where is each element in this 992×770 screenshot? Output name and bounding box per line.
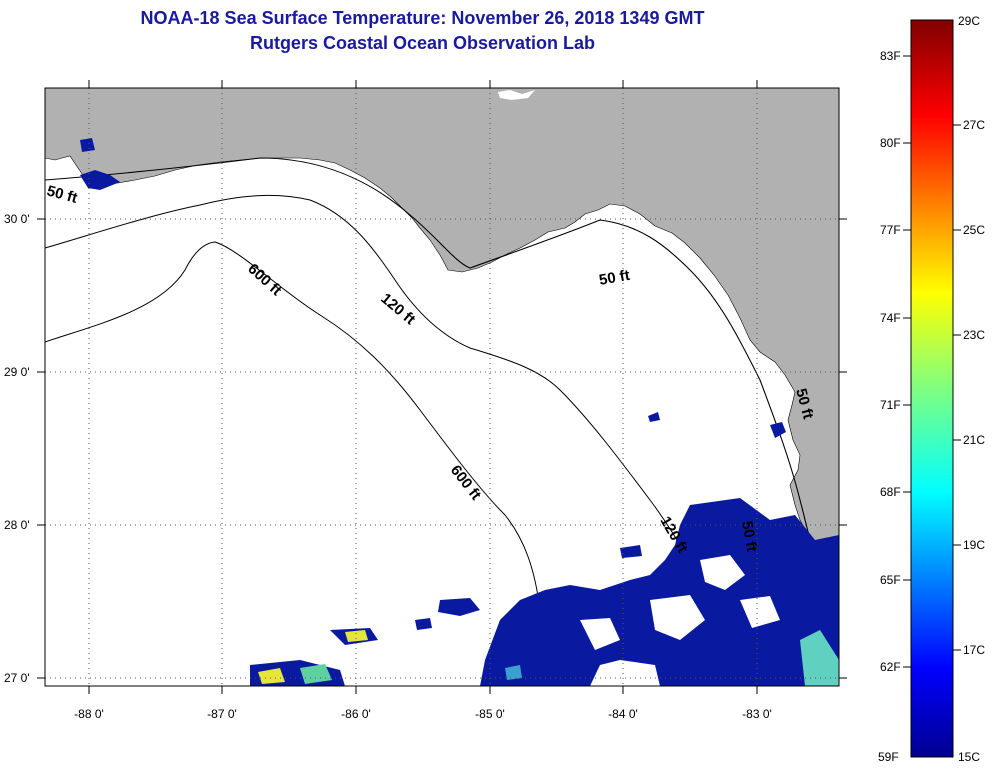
land-mass xyxy=(45,88,839,549)
lat-label: 28 0' xyxy=(4,518,30,532)
contour-50ft-line xyxy=(45,157,823,601)
colorbar-f-label: 74F xyxy=(880,311,901,325)
colorbar-f-label: 83F xyxy=(880,49,901,63)
colorbar-c-label: 25C xyxy=(963,223,985,237)
lat-label: 29 0' xyxy=(4,365,30,379)
colorbar-c-label: 21C xyxy=(963,433,985,447)
colorbar-c-label: 19C xyxy=(963,538,985,552)
colorbar-c-label: 27C xyxy=(963,118,985,132)
lon-label: -87 0' xyxy=(207,707,237,721)
lon-label: -86 0' xyxy=(341,707,371,721)
lon-label: -84 0' xyxy=(608,707,638,721)
colorbar-f-label: 77F xyxy=(880,223,901,237)
lon-label: -85 0' xyxy=(475,707,505,721)
map-title: NOAA-18 Sea Surface Temperature: Novembe… xyxy=(140,8,705,28)
colorbar-c-label: 23C xyxy=(963,328,985,342)
axis-ticks xyxy=(37,80,847,694)
inland-water xyxy=(498,90,535,100)
colorbar-f-label: 71F xyxy=(880,398,901,412)
contour-600ft-line xyxy=(45,241,547,686)
lon-label: -88 0' xyxy=(74,707,104,721)
colorbar-f-label: 80F xyxy=(880,136,901,150)
lon-label: -83 0' xyxy=(742,707,772,721)
colorbar xyxy=(910,19,954,758)
cloud-gaps xyxy=(580,555,780,650)
colorbar-f-bottom: 59F xyxy=(878,750,899,764)
colorbar-c-top: 29C xyxy=(958,14,980,28)
colorbar-f-label: 65F xyxy=(880,573,901,587)
contour-label: 50 ft xyxy=(598,267,631,289)
contour-label: 50 ft xyxy=(738,520,760,553)
map-frame xyxy=(44,87,840,687)
colorbar-f-label: 62F xyxy=(880,660,901,674)
lat-label: 27 0' xyxy=(4,671,30,685)
colorbar-f-label: 68F xyxy=(880,485,901,499)
colorbar-c-label: 17C xyxy=(963,643,985,657)
lat-label: 30 0' xyxy=(4,212,30,226)
colorbar-c-bottom: 15C xyxy=(958,750,980,764)
map-subtitle: Rutgers Coastal Ocean Observation Lab xyxy=(249,33,596,53)
sst-warm-patches xyxy=(258,630,839,686)
colorbar-ticks xyxy=(903,55,961,668)
